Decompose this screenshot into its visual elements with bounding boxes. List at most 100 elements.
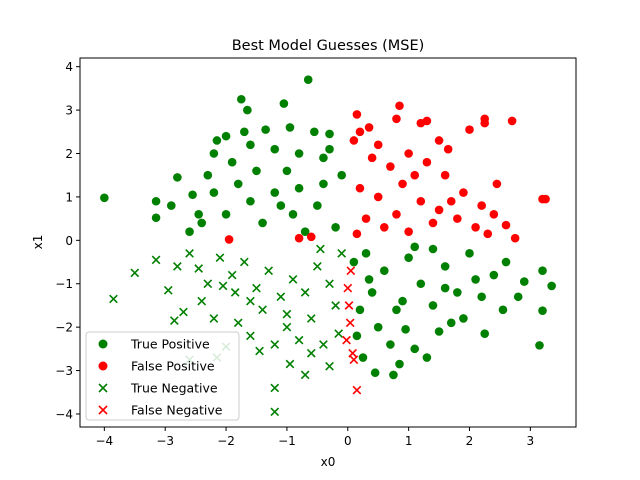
- legend-label: False Positive: [131, 359, 215, 374]
- point-true-positive: [471, 275, 480, 284]
- point-true-negative: [285, 359, 295, 369]
- point-false-negative: [349, 355, 359, 365]
- point-false-positive: [361, 214, 371, 223]
- point-false-positive: [480, 114, 490, 124]
- legend-marker: [98, 383, 108, 393]
- x-tick-label: −4: [95, 434, 113, 448]
- point-false-positive: [510, 233, 520, 243]
- point-true-positive: [389, 370, 398, 380]
- point-false-negative: [346, 266, 356, 276]
- point-true-negative: [276, 292, 286, 302]
- point-true-positive: [209, 188, 219, 197]
- point-true-negative: [246, 296, 255, 306]
- point-false-positive: [355, 183, 365, 193]
- point-true-positive: [367, 288, 377, 297]
- point-true-negative: [209, 314, 219, 323]
- y-tick-label: −2: [55, 321, 73, 335]
- point-false-positive: [410, 170, 420, 180]
- point-false-positive: [367, 153, 377, 163]
- point-false-positive: [453, 214, 462, 223]
- y-tick-label: 4: [65, 60, 73, 74]
- point-true-negative: [151, 255, 161, 265]
- point-false-positive: [541, 194, 550, 204]
- point-true-negative: [282, 322, 292, 332]
- point-true-negative: [300, 370, 310, 380]
- point-false-positive: [459, 188, 468, 197]
- point-false-positive: [446, 196, 456, 206]
- point-true-positive: [313, 201, 322, 210]
- x-tick-label: −1: [278, 434, 296, 448]
- point-false-positive: [392, 209, 401, 219]
- x-tick-label: 0: [344, 434, 352, 448]
- point-true-positive: [212, 136, 222, 145]
- point-true-positive: [440, 262, 450, 271]
- point-true-positive: [100, 193, 109, 203]
- y-tick-label: 3: [65, 104, 73, 118]
- point-true-positive: [285, 123, 295, 132]
- point-true-positive: [446, 318, 456, 328]
- legend: True Positive False Positive True Negative…: [85, 331, 240, 421]
- point-false-positive: [489, 209, 499, 219]
- point-true-positive: [310, 127, 319, 137]
- point-true-negative: [227, 270, 237, 280]
- point-false-positive: [398, 179, 407, 189]
- point-true-positive: [349, 257, 359, 267]
- point-true-positive: [370, 368, 380, 378]
- point-false-positive: [440, 170, 450, 180]
- point-true-positive: [434, 327, 444, 336]
- point-true-positive: [288, 209, 298, 219]
- point-true-positive: [279, 99, 289, 108]
- point-true-positive: [270, 144, 280, 154]
- x-tick-label: −2: [217, 434, 235, 448]
- point-true-negative: [215, 253, 225, 263]
- point-true-negative: [319, 340, 328, 349]
- point-true-negative: [197, 296, 207, 306]
- y-tick-label: 0: [65, 234, 73, 248]
- x-tick-label: 1: [405, 434, 413, 448]
- point-true-negative: [316, 244, 325, 254]
- point-true-positive: [233, 179, 243, 189]
- point-true-negative: [185, 248, 194, 258]
- point-true-positive: [410, 344, 420, 354]
- point-false-positive: [471, 223, 480, 232]
- x-axis-label: x0: [321, 455, 336, 469]
- point-false-positive: [434, 136, 444, 145]
- point-true-positive: [197, 218, 207, 228]
- point-true-positive: [300, 227, 310, 236]
- point-true-negative: [173, 262, 182, 271]
- point-false-negative: [348, 348, 358, 358]
- y-tick-label: −4: [55, 407, 73, 421]
- point-true-positive: [261, 125, 270, 134]
- point-false-positive: [422, 157, 432, 167]
- point-true-negative: [252, 283, 261, 293]
- point-false-positive: [507, 116, 517, 126]
- point-true-positive: [358, 353, 368, 362]
- point-true-positive: [319, 153, 328, 163]
- point-true-positive: [319, 179, 328, 189]
- point-true-positive: [416, 279, 426, 289]
- point-true-negative: [246, 331, 255, 341]
- legend-box: [85, 331, 240, 421]
- point-true-positive: [194, 209, 203, 219]
- point-true-negative: [270, 407, 280, 417]
- legend-label: False Negative: [131, 403, 223, 418]
- point-false-positive: [379, 223, 389, 232]
- point-true-positive: [303, 75, 313, 85]
- y-axis: −4 −3 −2 −1 0 1 2 3 4: [55, 60, 80, 421]
- point-true-positive: [477, 292, 486, 302]
- point-false-positive: [386, 162, 395, 171]
- legend-label: True Positive: [130, 337, 210, 352]
- point-true-positive: [361, 249, 371, 258]
- legend-marker: [98, 361, 108, 371]
- point-true-positive: [355, 305, 365, 315]
- point-true-positive: [246, 196, 255, 206]
- point-true-negative: [258, 305, 267, 315]
- point-false-positive: [465, 125, 474, 134]
- point-true-negative: [203, 279, 213, 289]
- point-true-positive: [428, 301, 438, 310]
- point-true-positive: [337, 170, 346, 180]
- chart-title: Best Model Guesses (MSE): [232, 38, 425, 54]
- x-tick-label: 2: [466, 434, 474, 448]
- legend-label: True Negative: [130, 381, 218, 396]
